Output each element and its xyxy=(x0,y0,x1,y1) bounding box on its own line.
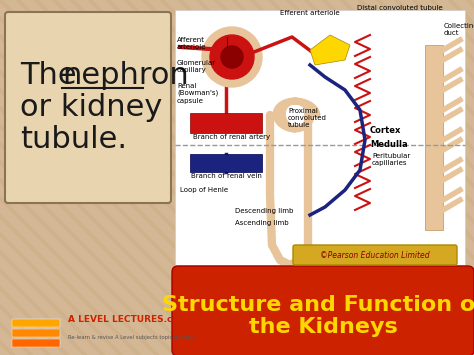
Text: Ascending limb: Ascending limb xyxy=(235,220,289,226)
Text: ©Pearson Education Limited: ©Pearson Education Limited xyxy=(320,251,430,260)
Text: Re-learn & revise A Level subjects topic by topic: Re-learn & revise A Level subjects topic… xyxy=(68,334,195,339)
Bar xyxy=(425,45,443,230)
Bar xyxy=(175,10,465,265)
Circle shape xyxy=(221,46,243,68)
Text: Structure and Function of: Structure and Function of xyxy=(162,295,474,315)
Bar xyxy=(190,113,262,133)
Circle shape xyxy=(202,27,262,87)
Bar xyxy=(12,329,60,337)
Bar xyxy=(12,339,60,347)
Text: nephron: nephron xyxy=(62,60,189,89)
FancyBboxPatch shape xyxy=(293,245,457,265)
Polygon shape xyxy=(310,35,350,65)
Text: Proximal
convoluted
tubule: Proximal convoluted tubule xyxy=(288,108,327,128)
Text: Glomerular
capillary: Glomerular capillary xyxy=(177,60,216,73)
Text: the Kidneys: the Kidneys xyxy=(249,317,397,337)
Text: The: The xyxy=(20,60,77,89)
Text: tubule.: tubule. xyxy=(20,125,127,153)
FancyBboxPatch shape xyxy=(172,266,474,355)
FancyBboxPatch shape xyxy=(5,12,171,203)
Text: Branch of renal artery: Branch of renal artery xyxy=(193,134,270,140)
Text: Loop of Henle: Loop of Henle xyxy=(180,187,228,193)
Text: Collecting
duct: Collecting duct xyxy=(444,23,474,36)
Text: Branch of renal vein: Branch of renal vein xyxy=(191,173,262,179)
Text: Distal convoluted tubule: Distal convoluted tubule xyxy=(357,5,443,11)
Text: Medulla: Medulla xyxy=(370,140,408,149)
Text: Afferent
arteriole: Afferent arteriole xyxy=(177,37,207,50)
Bar xyxy=(12,319,60,327)
Text: A LEVEL LECTURES.com: A LEVEL LECTURES.com xyxy=(68,316,188,324)
Text: or kidney: or kidney xyxy=(20,93,163,121)
Text: Cortex: Cortex xyxy=(370,126,401,135)
Text: Efferent arteriole: Efferent arteriole xyxy=(280,10,340,16)
Text: Renal
(Bowman's)
capsule: Renal (Bowman's) capsule xyxy=(177,83,218,104)
Text: Peritubular
capillaries: Peritubular capillaries xyxy=(372,153,410,166)
Circle shape xyxy=(210,35,254,79)
Bar xyxy=(190,154,262,172)
Text: Descending limb: Descending limb xyxy=(235,208,293,214)
